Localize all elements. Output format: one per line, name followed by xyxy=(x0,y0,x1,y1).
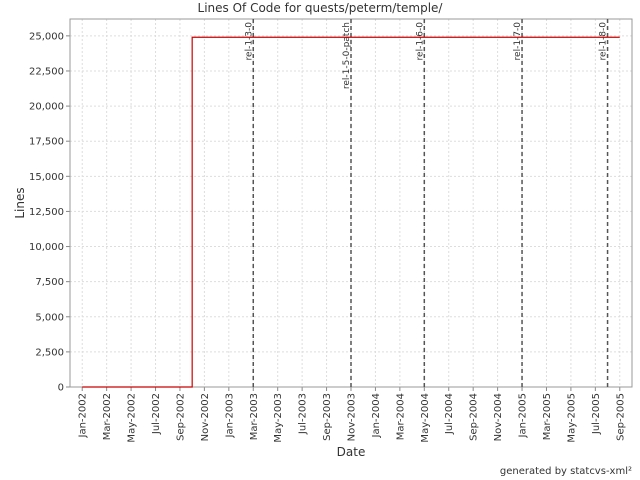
y-axis-label: Lines xyxy=(13,187,27,218)
x-tick-label: Jul-2003 xyxy=(298,393,309,435)
y-tick-label: 20,000 xyxy=(29,102,64,113)
x-tick-label: May-2002 xyxy=(127,393,138,443)
y-tick-label: 2,500 xyxy=(35,347,64,358)
x-tick-label: Nov-2002 xyxy=(200,393,211,441)
release-label: rel-1-8-0 xyxy=(599,22,609,61)
x-axis-label: Date xyxy=(337,445,366,459)
release-label: rel-1-6-0 xyxy=(415,22,425,61)
y-tick-label: 10,000 xyxy=(29,242,64,253)
y-tick-label: 15,000 xyxy=(29,172,64,183)
release-label: rel-1-5-0-patch xyxy=(342,22,352,89)
y-tick-label: 17,500 xyxy=(29,137,64,148)
x-tick-label: Mar-2002 xyxy=(102,393,113,440)
x-tick-label: Sep-2004 xyxy=(469,393,480,441)
x-tick-label: Sep-2002 xyxy=(175,393,186,441)
x-tick-label: Jan-2004 xyxy=(371,393,382,438)
x-tick-label: Jul-2004 xyxy=(444,393,455,435)
release-label: rel-1-3-0 xyxy=(244,22,254,61)
x-tick-label: Jul-2005 xyxy=(591,393,602,435)
x-tick-label: Mar-2003 xyxy=(249,393,260,440)
y-tick-label: 5,000 xyxy=(35,312,64,323)
x-tick-label: Nov-2003 xyxy=(347,393,358,441)
x-tick-label: Jan-2002 xyxy=(78,393,89,438)
y-tick-label: 25,000 xyxy=(29,31,64,42)
x-tick-label: May-2003 xyxy=(273,393,284,443)
x-tick-label: Mar-2004 xyxy=(395,393,406,440)
x-tick-label: May-2004 xyxy=(420,393,431,443)
x-tick-label: Jan-2003 xyxy=(224,393,235,438)
y-tick-label: 22,500 xyxy=(29,66,64,77)
x-tick-label: Sep-2003 xyxy=(322,393,333,441)
x-tick-label: May-2005 xyxy=(566,393,577,443)
y-tick-label: 12,500 xyxy=(29,207,64,218)
x-tick-label: Jan-2005 xyxy=(518,393,529,438)
data-line xyxy=(82,36,620,388)
y-tick-label: 7,500 xyxy=(35,277,64,288)
footer: generated by statcvs-xml² xyxy=(500,466,632,477)
x-tick-label: Sep-2005 xyxy=(615,393,626,441)
x-tick-label: Mar-2005 xyxy=(542,393,553,440)
y-tick-label: 0 xyxy=(58,383,64,394)
x-tick-label: Jul-2002 xyxy=(151,393,162,435)
release-label: rel-1-7-0 xyxy=(513,22,523,61)
chart-title: Lines Of Code for quests/peterm/temple/ xyxy=(198,1,444,15)
x-tick-label: Nov-2004 xyxy=(493,393,504,441)
